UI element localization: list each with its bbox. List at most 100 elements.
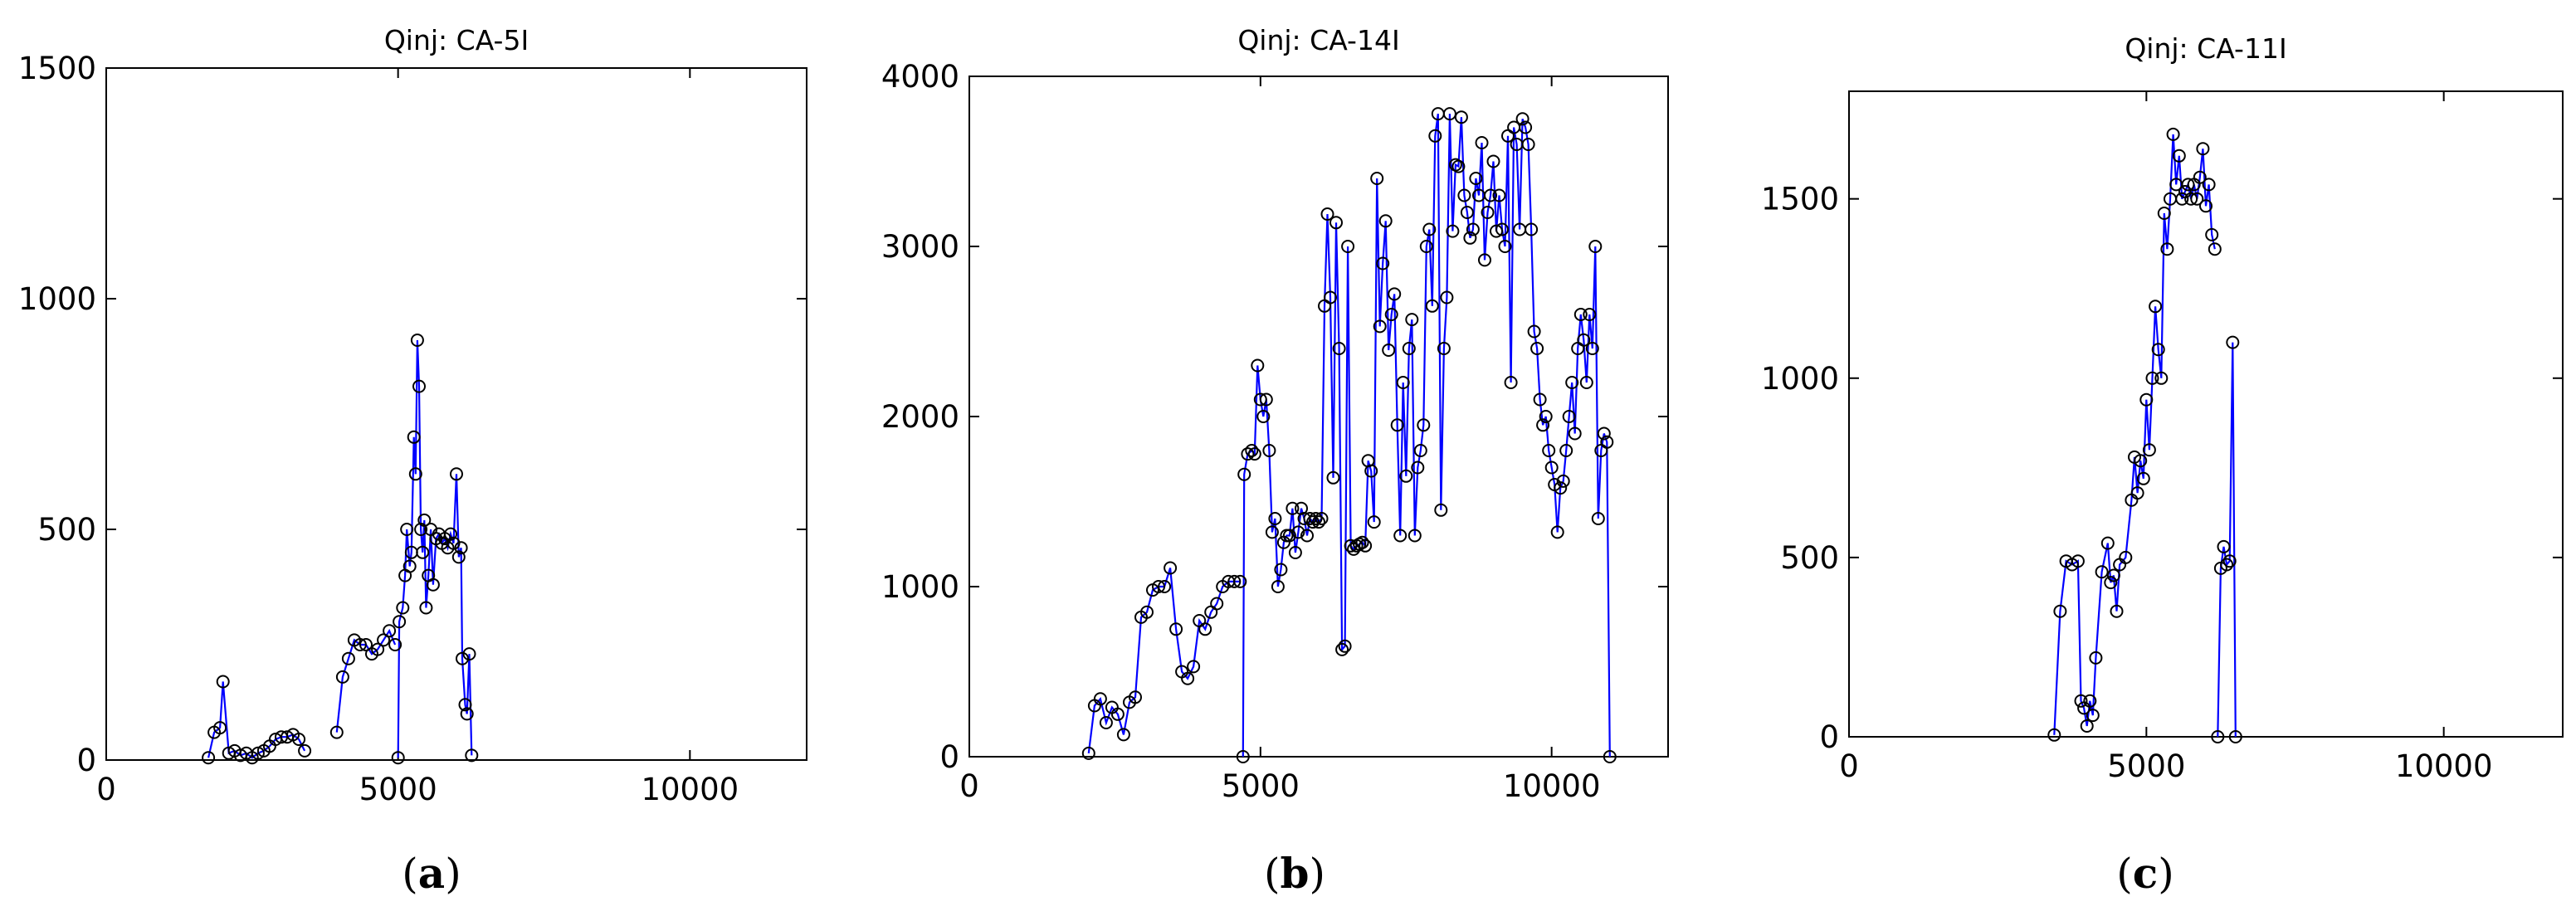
data-point — [2217, 539, 2231, 553]
data-point — [1530, 342, 1544, 355]
data-point — [1399, 469, 1413, 483]
data-point — [1402, 342, 1416, 355]
data-point — [402, 559, 417, 573]
data-point — [1355, 535, 1369, 549]
data-point — [1490, 224, 1503, 238]
x-tick-label: 10000 — [2395, 748, 2493, 784]
data-point — [1359, 538, 1373, 553]
data-point — [2211, 730, 2225, 743]
data-point — [383, 624, 397, 638]
data-point — [1434, 503, 1448, 517]
data-point — [2181, 178, 2195, 192]
y-tick-label: 500 — [1780, 540, 1839, 576]
data-point — [2130, 486, 2144, 500]
data-point — [456, 651, 469, 665]
data-point — [446, 536, 461, 550]
data-point — [1539, 410, 1553, 423]
data-point — [407, 430, 421, 444]
data-point — [1093, 692, 1107, 706]
data-point — [1306, 515, 1320, 529]
data-point — [2083, 694, 2097, 708]
data-point — [1579, 376, 1593, 389]
data-point — [1515, 112, 1530, 126]
data-point — [1187, 660, 1201, 674]
data-point — [1519, 120, 1533, 134]
data-point — [2071, 554, 2085, 568]
data-point — [1198, 622, 1212, 636]
data-point — [1341, 240, 1355, 253]
data-point — [1233, 574, 1247, 588]
data-point — [1259, 392, 1273, 407]
data-point — [2154, 371, 2169, 385]
data-point — [2226, 335, 2240, 349]
data-point — [412, 379, 426, 393]
data-point — [2166, 127, 2180, 141]
chart-title: Qinj: CA-5I — [384, 24, 529, 56]
data-point — [1152, 580, 1165, 593]
data-point — [1460, 206, 1474, 219]
data-point — [410, 334, 424, 347]
series-line — [207, 681, 306, 759]
data-point — [1396, 376, 1410, 389]
y-tick-label: 1000 — [18, 281, 96, 317]
data-point — [444, 527, 457, 541]
plot-frame — [105, 67, 807, 761]
panel-caption: (c) — [2116, 849, 2174, 898]
data-point — [1603, 750, 1617, 763]
series-line — [2217, 342, 2237, 738]
x-tick-label: 0 — [96, 772, 116, 807]
data-point — [2151, 343, 2165, 357]
data-point — [2053, 604, 2067, 618]
data-point — [1390, 418, 1404, 432]
data-point — [335, 670, 349, 684]
data-point — [341, 651, 355, 665]
chart-panel-1: Qinj: CA-5I 0 5000 10000 0 500 1000 1500 (a) — [18, 24, 807, 898]
data-point — [1116, 728, 1130, 742]
data-point — [416, 545, 430, 559]
data-point — [1288, 546, 1302, 559]
chart-panel-3: Qinj: CA-11I 0 5000 10000 0 500 1000 1500 (c) — [1761, 32, 2564, 898]
chart-title: Qinj: CA-14I — [1237, 24, 1399, 56]
y-tick-label: 0 — [1819, 719, 1839, 755]
data-point — [2196, 142, 2210, 156]
data-point — [2104, 576, 2118, 590]
data-point — [353, 638, 367, 651]
data-point — [1565, 376, 1579, 389]
data-point — [450, 467, 463, 481]
data-point — [1417, 418, 1431, 432]
data-point — [1600, 435, 1614, 449]
data-point — [1536, 418, 1550, 432]
data-point — [2205, 227, 2219, 241]
data-point — [1335, 642, 1349, 656]
data-point — [388, 638, 402, 651]
data-point — [2228, 730, 2242, 743]
data-point — [2157, 207, 2171, 220]
data-point — [1282, 529, 1296, 543]
plot-frame — [1848, 90, 2564, 738]
data-point — [1573, 308, 1588, 321]
data-point — [408, 467, 422, 481]
y-tick-label: 500 — [37, 512, 96, 548]
data-point — [1419, 240, 1433, 253]
data-point — [451, 550, 466, 564]
data-point — [1253, 392, 1267, 407]
y-tick-label: 3000 — [881, 229, 959, 265]
data-point — [2145, 371, 2159, 385]
data-point — [1484, 188, 1497, 202]
series-line — [1242, 113, 1611, 758]
data-point — [1164, 561, 1178, 575]
data-point — [1533, 392, 1547, 407]
data-point — [1210, 597, 1224, 611]
data-point — [1562, 410, 1576, 423]
data-point — [1591, 512, 1605, 525]
data-point — [1378, 214, 1393, 228]
data-point — [2184, 192, 2198, 206]
data-point — [1312, 515, 1325, 529]
data-point — [1597, 426, 1611, 441]
data-point — [377, 633, 391, 647]
data-point — [2119, 550, 2133, 564]
data-point — [2199, 199, 2213, 213]
data-point — [1550, 525, 1564, 539]
data-point — [426, 577, 440, 592]
